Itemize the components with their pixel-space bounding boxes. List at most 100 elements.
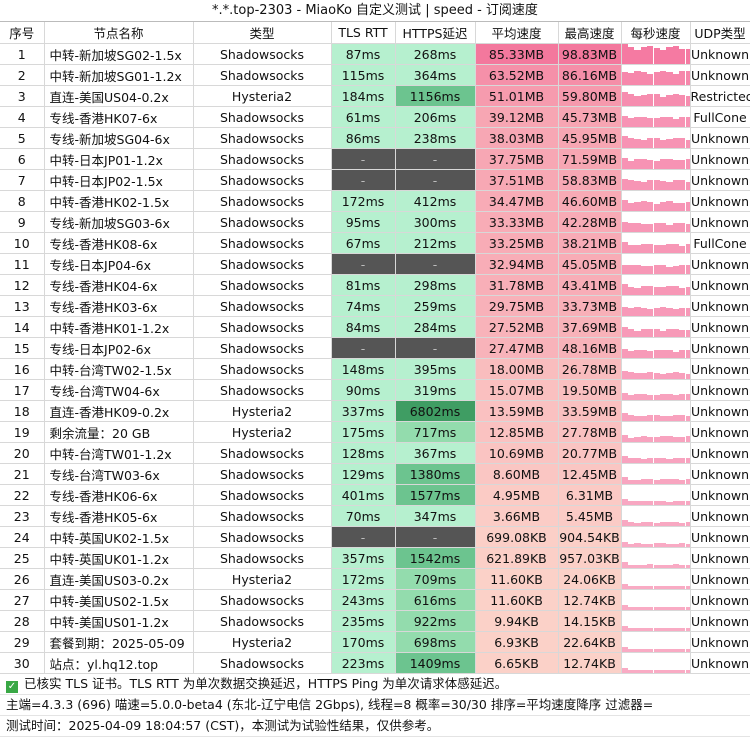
table-row: 15 专线-日本JP02-6x Shadowsocks - -27.47MB 48.16M… — [0, 337, 750, 359]
cell-https-latency: - — [395, 253, 476, 275]
cell-node-name: 专线-日本JP04-6x — [44, 253, 194, 275]
cell-per-second-speed — [621, 43, 691, 65]
speed-bar — [634, 331, 641, 337]
cell-avg-speed: 33.25MB — [475, 232, 559, 254]
speed-bar — [647, 372, 654, 379]
speed-bar — [621, 242, 628, 253]
cell-udp-type: RestrictedCone — [690, 85, 750, 107]
speed-bar — [679, 670, 686, 673]
header-index[interactable]: 序号 — [0, 22, 45, 44]
cell-max-speed: 33.59MB — [558, 400, 622, 422]
speed-bar — [672, 522, 680, 526]
cell-idx: 19 — [0, 421, 45, 443]
speed-bar — [647, 479, 654, 484]
cell-tls-rtt: 175ms — [331, 421, 396, 443]
speed-bar — [627, 180, 635, 190]
speed-bar — [659, 416, 667, 421]
cell-per-second-speed — [621, 505, 691, 527]
table-row: 19 剩余流量：20 GB Hysteria2 175ms 717ms 12.85MB 27… — [0, 421, 750, 443]
speed-bar — [666, 394, 673, 400]
speed-bar — [627, 47, 635, 64]
speed-bar — [640, 628, 648, 631]
cell-type: Shadowsocks — [193, 652, 332, 674]
speed-bar — [666, 182, 673, 190]
speed-bar — [634, 373, 641, 379]
cell-per-second-speed — [621, 547, 691, 569]
cell-max-speed: 48.16MB — [558, 337, 622, 359]
header-max-speed[interactable]: 最高速度 — [558, 22, 622, 44]
speed-bar — [659, 202, 667, 211]
cell-udp-type: Unknown — [690, 43, 750, 65]
cell-max-speed: 20.77MB — [558, 442, 622, 464]
speed-bar — [621, 179, 628, 190]
speed-bar — [647, 309, 654, 316]
speed-bar — [672, 670, 680, 673]
table-row: 17 专线-台湾TW04-6x Shadowsocks 90ms 319ms 15.07M… — [0, 379, 750, 401]
cell-https-latency: 284ms — [395, 316, 476, 338]
header-https-latency[interactable]: HTTPS延迟 — [395, 22, 476, 44]
header-tls-rtt[interactable]: TLS RTT — [331, 22, 396, 44]
speed-bar — [672, 586, 680, 589]
speed-bar — [679, 523, 686, 526]
cell-https-latency: 616ms — [395, 589, 476, 611]
speed-bar — [659, 565, 667, 568]
cell-per-second-speed — [621, 274, 691, 296]
cell-udp-type: Unknown — [690, 169, 750, 191]
speed-bar — [647, 628, 654, 631]
cell-https-latency: 698ms — [395, 631, 476, 653]
cell-avg-speed: 12.85MB — [475, 421, 559, 443]
cell-udp-type: Unknown — [690, 547, 750, 569]
cell-per-second-speed — [621, 631, 691, 653]
speed-bar — [659, 479, 667, 484]
speed-bar — [634, 416, 641, 421]
cell-avg-speed: 11.60KB — [475, 589, 559, 611]
header-type[interactable]: 类型 — [193, 22, 332, 44]
cell-idx: 3 — [0, 85, 45, 107]
cell-per-second-speed — [621, 568, 691, 590]
speed-bar — [621, 92, 628, 106]
table-row: 1 中转-新加坡SG02-1.5x Shadowsocks 87ms 268ms 85.3… — [0, 43, 750, 65]
cell-max-speed: 45.73MB — [558, 106, 622, 128]
speed-bar — [627, 544, 635, 547]
cell-node-name: 专线-香港HK06-6x — [44, 484, 194, 506]
cell-max-speed: 27.78MB — [558, 421, 622, 443]
cell-tls-rtt: 87ms — [331, 43, 396, 65]
cell-node-name: 专线-新加坡SG03-6x — [44, 211, 194, 233]
header-node-name[interactable]: 节点名称 — [44, 22, 194, 44]
cell-type: Shadowsocks — [193, 232, 332, 254]
cell-avg-speed: 85.33MB — [475, 43, 559, 65]
speed-bar — [672, 180, 680, 190]
cell-udp-type: Unknown — [690, 295, 750, 317]
cell-tls-rtt: 223ms — [331, 652, 396, 674]
cell-tls-rtt: 172ms — [331, 190, 396, 212]
speed-bar — [621, 562, 628, 568]
cell-tls-rtt: 170ms — [331, 631, 396, 653]
speed-bar — [672, 458, 680, 463]
cell-avg-speed: 11.60KB — [475, 568, 559, 590]
speed-bar — [685, 140, 689, 148]
cell-per-second-speed — [621, 652, 691, 674]
speed-bar — [685, 244, 689, 253]
table-row: 23 专线-香港HK05-6x Shadowsocks 70ms 347ms 3.66MB… — [0, 505, 750, 527]
header-avg-speed[interactable]: 平均速度 — [475, 22, 559, 44]
cell-tls-rtt: - — [331, 169, 396, 191]
speed-bar — [647, 266, 654, 274]
cell-tls-rtt: 86ms — [331, 127, 396, 149]
speed-bar — [634, 223, 641, 232]
speed-bar — [685, 265, 689, 274]
cell-tls-rtt: - — [331, 253, 396, 275]
speed-bar — [640, 140, 648, 148]
cell-node-name: 剩余流量：20 GB — [44, 421, 194, 443]
cell-idx: 4 — [0, 106, 45, 128]
cell-node-name: 中转-台湾TW02-1.5x — [44, 358, 194, 380]
speed-bar — [653, 670, 660, 673]
cell-type: Shadowsocks — [193, 463, 332, 485]
speed-bar — [634, 307, 641, 316]
speed-bar — [634, 501, 641, 505]
speed-bar — [634, 394, 641, 400]
cell-max-speed: 71.59MB — [558, 148, 622, 170]
cell-idx: 1 — [0, 43, 45, 65]
header-udp-type[interactable]: UDP类型 — [690, 22, 750, 44]
cell-tls-rtt: 129ms — [331, 463, 396, 485]
header-per-second-speed[interactable]: 每秒速度 — [621, 22, 691, 44]
